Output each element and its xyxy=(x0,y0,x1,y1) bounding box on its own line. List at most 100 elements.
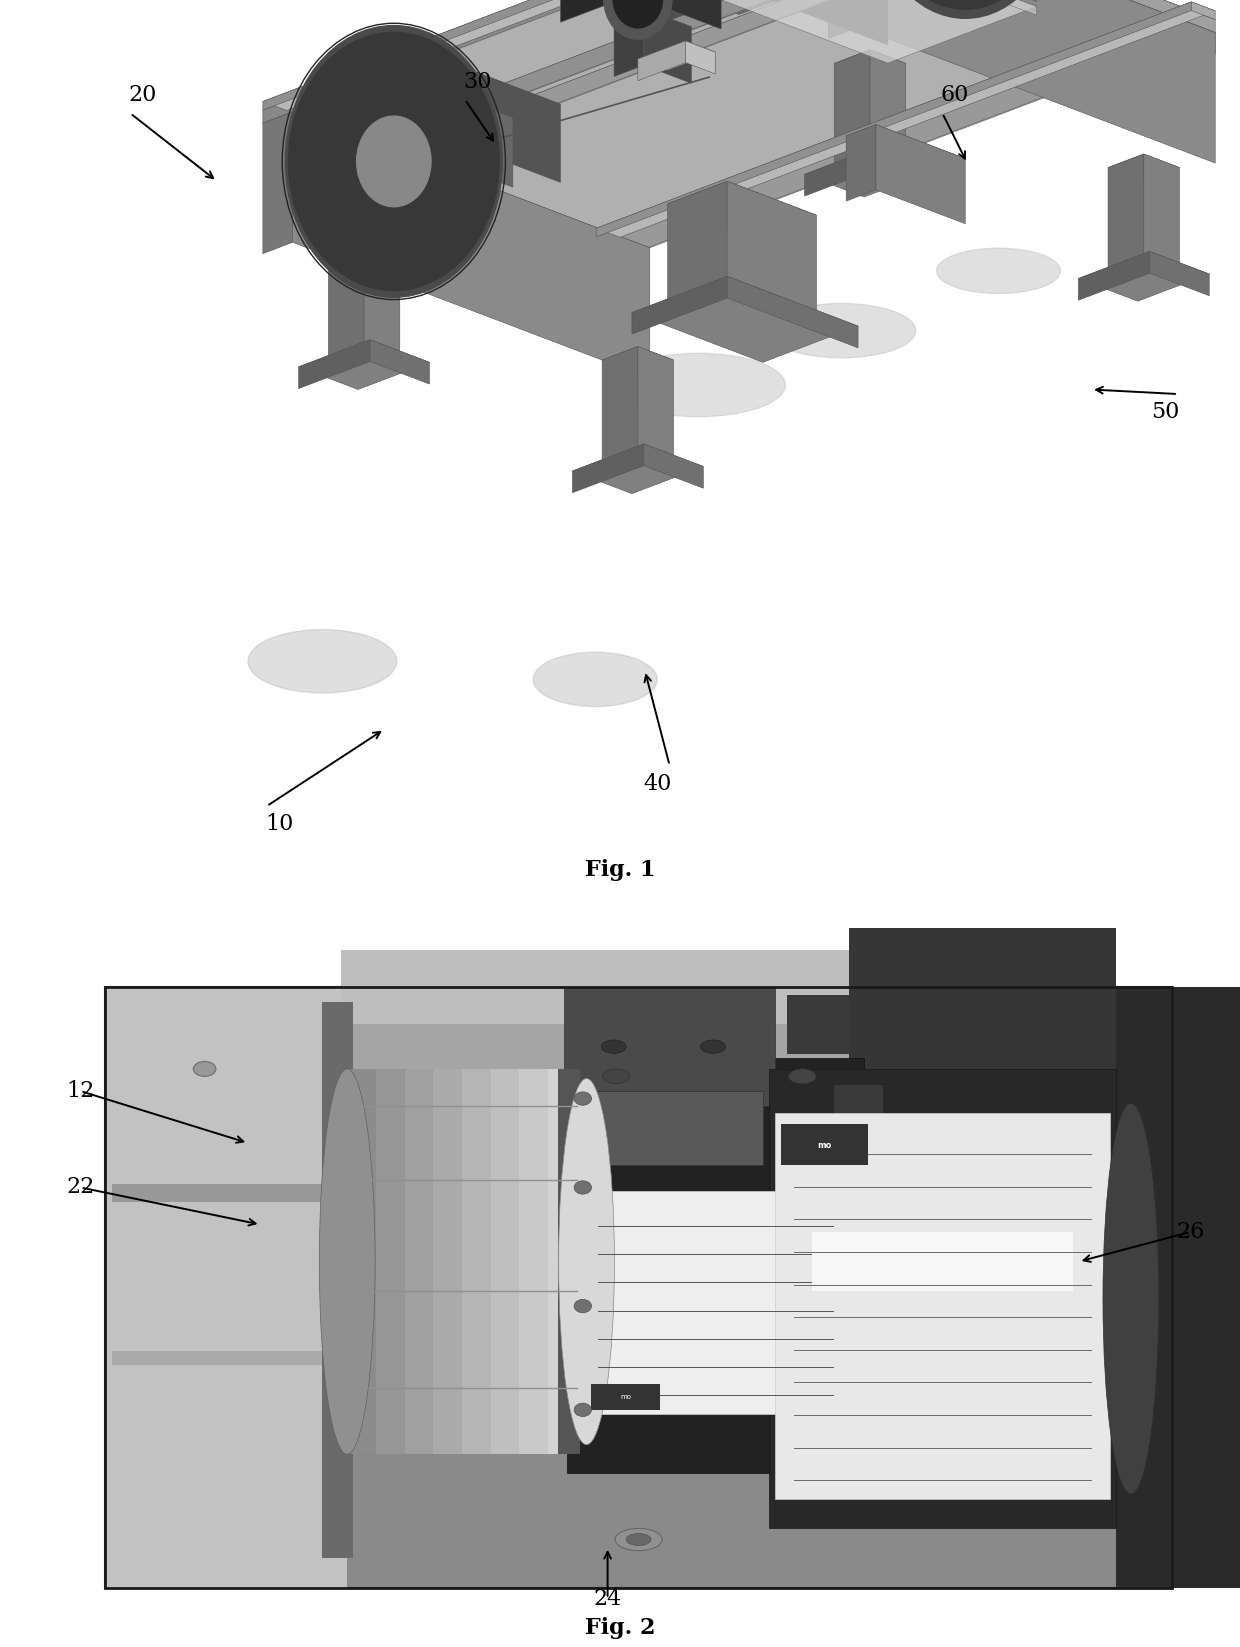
Bar xyxy=(105,987,347,1588)
Ellipse shape xyxy=(878,0,1052,10)
Polygon shape xyxy=(858,0,1215,33)
Polygon shape xyxy=(370,339,429,384)
Bar xyxy=(577,1092,763,1166)
Polygon shape xyxy=(1149,252,1209,296)
Ellipse shape xyxy=(357,117,432,208)
Bar xyxy=(558,1069,580,1454)
Polygon shape xyxy=(573,443,644,492)
Bar xyxy=(564,987,775,1107)
Polygon shape xyxy=(1079,252,1149,300)
Text: mo: mo xyxy=(621,1395,631,1400)
Polygon shape xyxy=(650,0,1037,63)
Text: 10: 10 xyxy=(265,814,293,835)
Polygon shape xyxy=(573,443,703,494)
Polygon shape xyxy=(686,41,715,74)
Ellipse shape xyxy=(574,1181,591,1194)
Polygon shape xyxy=(667,181,816,237)
Polygon shape xyxy=(846,125,875,201)
Ellipse shape xyxy=(320,1069,374,1454)
Polygon shape xyxy=(875,125,965,224)
Ellipse shape xyxy=(559,1079,615,1444)
Bar xyxy=(112,1184,322,1202)
Polygon shape xyxy=(365,242,399,364)
Polygon shape xyxy=(329,242,365,364)
Polygon shape xyxy=(1109,153,1179,181)
Polygon shape xyxy=(263,0,858,110)
Polygon shape xyxy=(620,0,888,15)
Polygon shape xyxy=(805,147,875,196)
Polygon shape xyxy=(382,81,513,132)
Polygon shape xyxy=(637,346,673,469)
Ellipse shape xyxy=(574,1299,591,1313)
Ellipse shape xyxy=(603,1069,630,1084)
Polygon shape xyxy=(637,41,715,71)
Polygon shape xyxy=(459,0,870,109)
Polygon shape xyxy=(727,181,816,324)
Bar xyxy=(787,995,936,1054)
Ellipse shape xyxy=(872,0,1058,18)
Bar xyxy=(491,1069,520,1454)
Bar xyxy=(769,1069,1116,1528)
Ellipse shape xyxy=(248,629,397,693)
Polygon shape xyxy=(644,443,703,488)
Polygon shape xyxy=(263,112,293,254)
Polygon shape xyxy=(805,147,935,198)
Polygon shape xyxy=(489,0,875,128)
Polygon shape xyxy=(1143,153,1179,277)
Polygon shape xyxy=(614,8,692,38)
Polygon shape xyxy=(1079,252,1209,301)
Polygon shape xyxy=(263,0,858,124)
Polygon shape xyxy=(459,0,846,119)
Ellipse shape xyxy=(601,1039,626,1054)
Polygon shape xyxy=(799,0,1037,15)
Bar xyxy=(433,1069,461,1454)
Polygon shape xyxy=(299,339,429,389)
Polygon shape xyxy=(637,41,686,81)
Polygon shape xyxy=(614,8,644,76)
Polygon shape xyxy=(590,21,1185,270)
Ellipse shape xyxy=(285,26,502,298)
Bar xyxy=(105,987,1172,1588)
Bar xyxy=(1116,987,1240,1588)
Polygon shape xyxy=(263,0,882,110)
Polygon shape xyxy=(603,346,637,469)
Polygon shape xyxy=(489,0,900,120)
Text: 50: 50 xyxy=(1152,402,1179,423)
Polygon shape xyxy=(1109,153,1143,277)
Polygon shape xyxy=(769,0,888,44)
Polygon shape xyxy=(263,0,1215,245)
Polygon shape xyxy=(1192,2,1215,20)
Bar xyxy=(849,929,1116,1107)
Polygon shape xyxy=(596,2,1192,237)
Bar xyxy=(404,1069,433,1454)
Ellipse shape xyxy=(574,1403,591,1416)
Polygon shape xyxy=(828,0,858,38)
Bar xyxy=(105,995,1172,1158)
Polygon shape xyxy=(875,147,935,191)
Polygon shape xyxy=(620,0,769,56)
Text: 22: 22 xyxy=(67,1176,94,1199)
Bar xyxy=(341,950,1023,1024)
Text: Fig. 2: Fig. 2 xyxy=(585,1617,655,1639)
Bar xyxy=(347,1069,376,1454)
Polygon shape xyxy=(858,0,1215,163)
Polygon shape xyxy=(596,2,1215,237)
Polygon shape xyxy=(644,8,692,84)
Polygon shape xyxy=(560,0,632,23)
Text: 24: 24 xyxy=(594,1588,621,1609)
Bar xyxy=(591,1383,660,1410)
Ellipse shape xyxy=(1104,1103,1159,1494)
Ellipse shape xyxy=(611,352,785,417)
Ellipse shape xyxy=(701,1039,725,1054)
Polygon shape xyxy=(846,125,965,170)
Ellipse shape xyxy=(604,0,672,40)
Ellipse shape xyxy=(936,249,1060,293)
Polygon shape xyxy=(293,112,650,379)
Text: 30: 30 xyxy=(464,71,491,92)
Polygon shape xyxy=(441,59,560,183)
Ellipse shape xyxy=(615,1528,662,1551)
Ellipse shape xyxy=(768,303,916,357)
Bar xyxy=(775,1113,1110,1499)
Bar xyxy=(347,1069,577,1454)
Text: mo: mo xyxy=(817,1141,832,1151)
